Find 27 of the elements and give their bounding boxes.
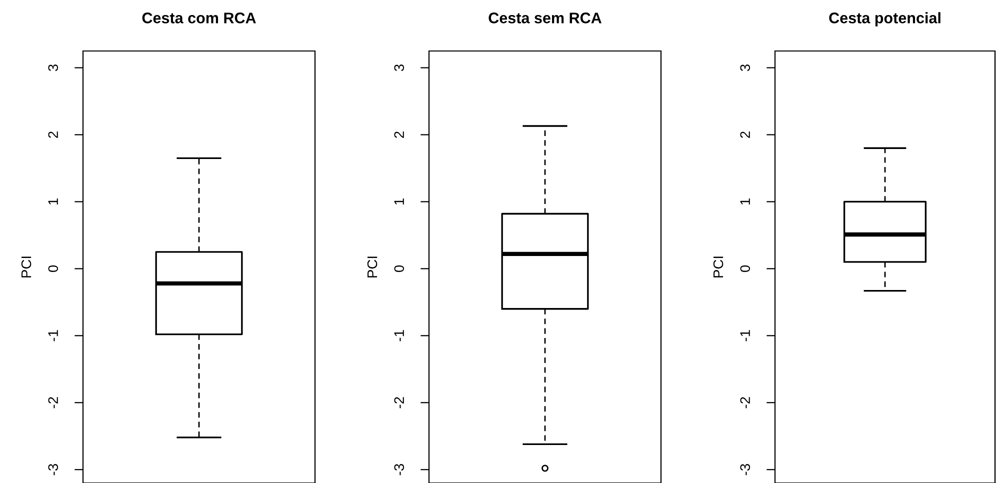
y-tick-label: 1 (48, 198, 58, 204)
y-tick-label: 3 (394, 64, 404, 72)
y-tick-label: -2 (48, 397, 58, 408)
chart-title: Cesta sem RCA (488, 12, 602, 24)
y-tick-label: 1 (740, 198, 750, 204)
y-tick-label: -1 (48, 330, 58, 342)
y-tick-label: 2 (740, 132, 750, 138)
y-axis-title: PCI (21, 256, 32, 278)
y-tick-label: 0 (48, 265, 58, 272)
y-tick-label: -2 (740, 397, 750, 408)
y-axis-title: PCI (713, 256, 724, 278)
y-axis-title: PCI (367, 256, 378, 278)
y-tick-label: -3 (48, 464, 58, 476)
y-tick-label: 2 (48, 132, 58, 138)
y-tick-label: 0 (394, 265, 404, 272)
chart-title: Cesta potencial (829, 12, 940, 26)
y-tick-label: 3 (48, 64, 58, 72)
y-tick-label: -1 (740, 330, 750, 342)
y-tick-label: 0 (740, 265, 750, 272)
y-tick-label: -3 (394, 464, 404, 476)
y-tick-label: -1 (394, 330, 404, 342)
y-tick-label: 3 (740, 64, 750, 72)
y-tick-label: 2 (394, 132, 404, 138)
y-tick-label: 1 (394, 198, 404, 204)
chart-title: Cesta com RCA (142, 12, 256, 24)
y-tick-label: -2 (394, 397, 404, 408)
y-tick-label: -3 (740, 464, 750, 476)
